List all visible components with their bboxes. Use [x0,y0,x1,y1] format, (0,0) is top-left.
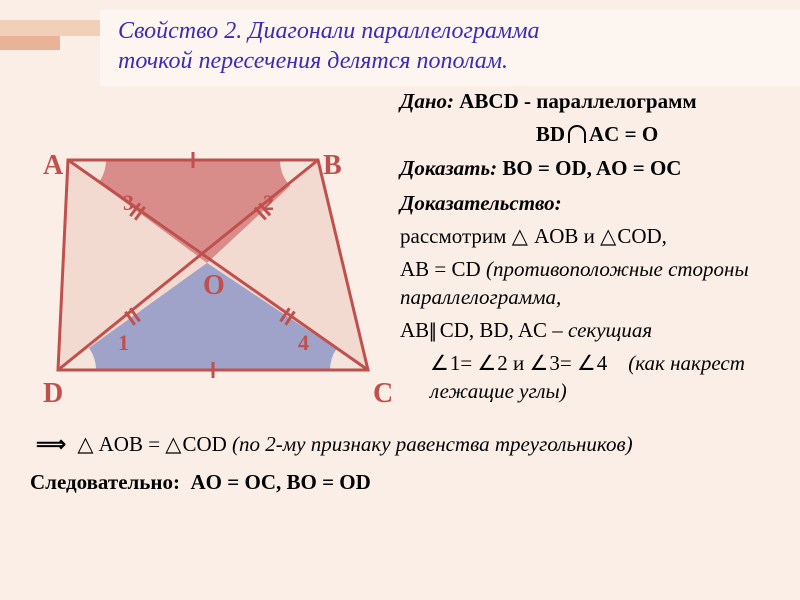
proof-step-1: рассмотрим AOB и COD, [400,223,794,250]
proof-step-3: AB|| CD, BD, AC – секущиая [400,317,794,344]
proof-column: Дано: ABCD - параллелограмм BDAC = O Док… [400,88,794,411]
diagram-label-4: 4 [298,330,309,356]
parallelogram-diagram: A B C D O 1 2 3 4 [8,130,398,420]
diagram-label-O: O [203,270,225,302]
property-title: Свойство 2. Диагонали параллелограмма то… [100,10,800,86]
diagram-label-2: 2 [263,190,274,216]
corner-decoration [0,20,100,50]
proof-lower: AOB = COD (по 2-му признаку равенства тр… [30,430,790,497]
given-line: Дано: ABCD - параллелограмм [400,88,794,115]
diagram-label-B: B [323,150,342,182]
conclusion: Следовательно: AO = OC, BO = OD [30,468,790,496]
proof-step-2: AB = CD (противоположные стороны паралле… [400,256,794,311]
diagram-label-D: D [43,378,63,410]
diagram-label-1: 1 [118,330,129,356]
diagram-label-3: 3 [123,190,134,216]
diagram-label-C: C [373,378,393,410]
implies-icon [30,432,72,456]
proof-label: Доказательство: [400,190,794,217]
proof-step-5: AOB = COD (по 2-му признаку равенства тр… [30,430,790,458]
diagram-label-A: A [43,150,63,182]
prove-line: Доказать: BO = OD, AO = OC [400,155,794,182]
intersect-icon [568,125,586,143]
title-line-2: точкой пересечения делятся пополам. [118,46,788,76]
title-line-1: Свойство 2. Диагонали параллелограмма [118,16,788,46]
intersection-line: BDAC = O [400,121,794,148]
proof-step-4: 1= 2 и 3= 4 (как накрест лежащие углы) [400,350,794,405]
parallel-icon: || [429,317,434,344]
